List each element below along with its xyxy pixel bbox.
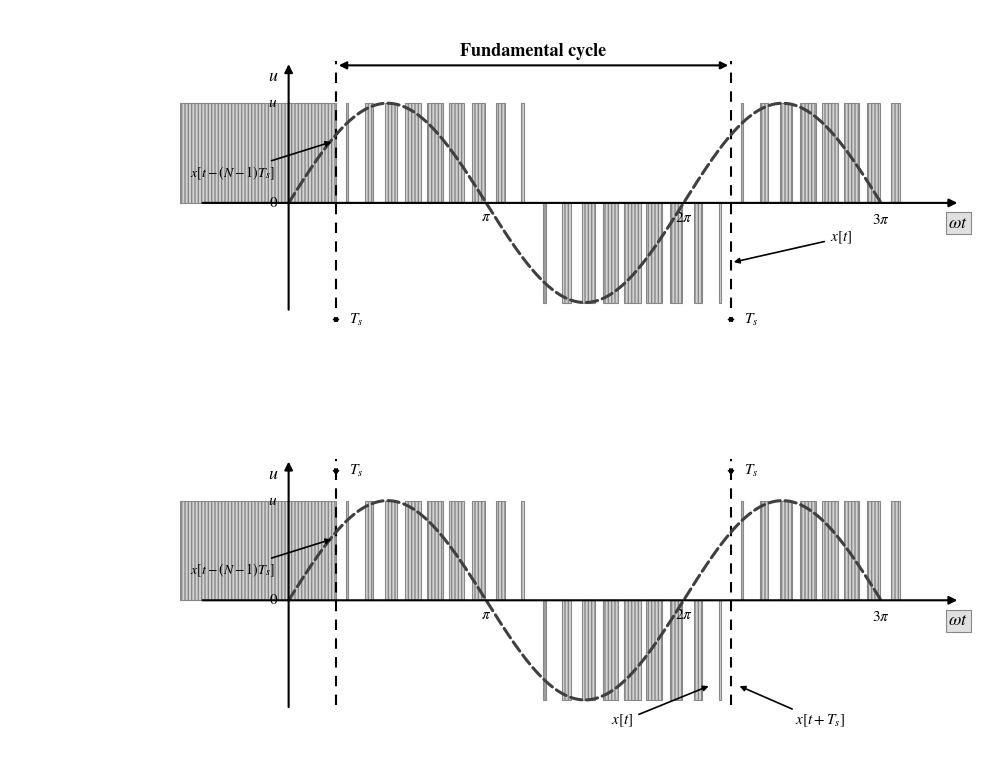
Bar [646,203,662,303]
Bar [780,103,792,203]
Bar [449,103,464,203]
Bar [670,600,682,700]
Text: $u$: $u$ [268,69,279,85]
Text: $\pi$: $\pi$ [481,211,491,224]
Bar [646,600,662,700]
Text: $u$: $u$ [268,465,279,482]
Bar [760,103,768,203]
Bar [891,103,900,203]
Bar [562,203,571,303]
Bar [385,501,397,600]
Bar [180,501,336,600]
Text: $T_s$: $T_s$ [349,311,363,327]
Bar [670,203,682,303]
Bar [624,203,641,303]
Bar [405,501,421,600]
Text: $\pi$: $\pi$ [481,608,491,622]
Bar [694,600,702,700]
Text: $\omega t$: $\omega t$ [948,612,968,629]
Bar [582,600,595,700]
Bar [603,600,618,700]
Bar [624,600,641,700]
Text: 0: 0 [269,594,277,607]
Bar [844,103,859,203]
Text: $\mathit{x}[t-(N-1)T_s]$: $\mathit{x}[t-(N-1)T_s]$ [190,142,330,182]
Bar [543,203,546,303]
Text: $\mathit{x}[t]$: $\mathit{x}[t]$ [611,687,707,729]
Bar [365,103,373,203]
Bar [427,501,443,600]
Text: $u$: $u$ [268,96,277,111]
Bar [582,203,595,303]
Text: $u$: $u$ [268,494,277,507]
Bar [521,103,524,203]
Text: $\mathit{x}[t]$: $\mathit{x}[t]$ [736,230,852,262]
Text: $2\pi$: $2\pi$ [675,211,693,225]
Bar [822,501,838,600]
Bar [472,103,485,203]
Bar [741,501,743,600]
Text: $\mathit{x}[t-(N-1)T_s]$: $\mathit{x}[t-(N-1)T_s]$ [190,539,330,579]
Bar [694,203,702,303]
Text: $3\pi$: $3\pi$ [872,213,890,227]
Bar [562,600,571,700]
Bar [180,103,336,203]
Bar [521,501,524,600]
Bar [496,501,505,600]
Bar [346,501,348,600]
Bar [385,103,397,203]
Bar [780,501,792,600]
Bar [427,103,443,203]
Bar [867,103,880,203]
Bar [822,103,838,203]
Text: $2\pi$: $2\pi$ [675,608,693,623]
Bar [800,103,816,203]
Text: $3\pi$: $3\pi$ [872,610,890,624]
Bar [867,501,880,600]
Bar [891,501,900,600]
Bar [472,501,485,600]
Bar [760,501,768,600]
Bar [603,203,618,303]
Text: $\omega t$: $\omega t$ [948,215,968,232]
Bar [719,600,721,700]
Text: $T_s$: $T_s$ [744,462,758,478]
Bar [405,103,421,203]
Text: $T_s$: $T_s$ [744,311,758,327]
Text: $T_s$: $T_s$ [349,462,363,478]
Bar [449,501,464,600]
Bar [719,203,721,303]
Bar [741,103,743,203]
Text: $x[t+T_s]$: $x[t+T_s]$ [741,687,845,729]
Text: 0: 0 [269,196,277,210]
Bar [365,501,373,600]
Bar [800,501,816,600]
Bar [844,501,859,600]
Bar [346,103,348,203]
Bar [496,103,505,203]
Text: Fundamental cycle: Fundamental cycle [460,43,607,60]
Bar [543,600,546,700]
